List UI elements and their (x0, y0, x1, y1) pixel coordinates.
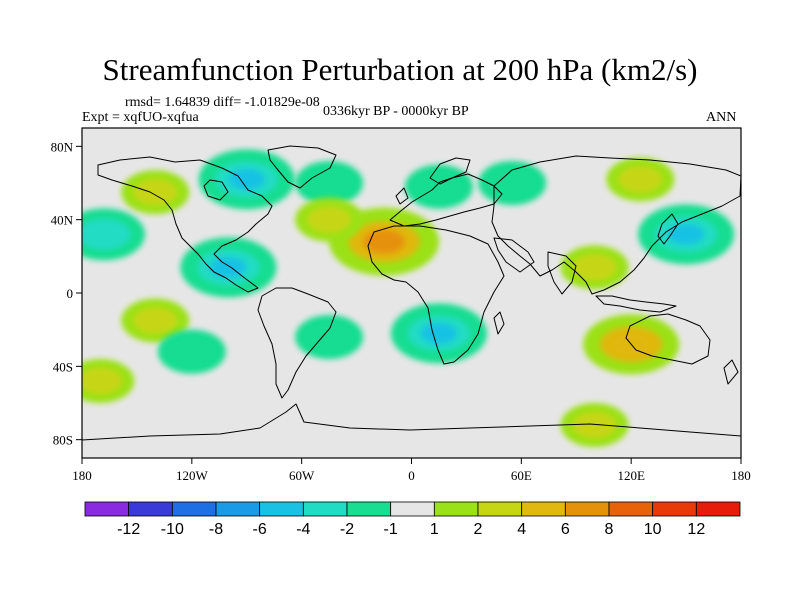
coastline-arabia (493, 237, 535, 273)
anomaly-core-18 (572, 411, 617, 439)
colorbar-label: 8 (605, 521, 614, 538)
colorbar-swatch (695, 501, 741, 517)
colorbar-swatch (128, 501, 173, 517)
colorbar-swatch (346, 501, 392, 517)
coastline-new-zealand (723, 359, 739, 385)
anomaly-core-10 (618, 166, 663, 193)
coastline-australia (625, 313, 711, 365)
stats-label: rmsd= 1.64839 diff= -1.01829e-08 (125, 95, 320, 110)
coastline-japan (657, 213, 679, 245)
anomaly-core-0 (133, 178, 178, 206)
lon-tick-label: 60W (289, 468, 315, 483)
colorbar-label: 4 (517, 521, 526, 538)
colorbar-label: -4 (296, 521, 310, 538)
colorbar-swatch (84, 501, 130, 517)
colorbar-label: 1 (430, 521, 439, 538)
coastline-hudson-bay (203, 179, 229, 201)
coastline-madagascar (493, 311, 505, 335)
colorbar-label: -6 (253, 521, 267, 538)
lon-tick-label: 0 (408, 468, 415, 483)
coastline-asia (491, 155, 741, 295)
anomaly-peak-4 (210, 256, 247, 278)
season-label: ANN (706, 110, 737, 125)
coastline-indonesia (595, 295, 677, 313)
anomaly-core-9 (572, 254, 617, 281)
colorbar-label: 12 (687, 521, 705, 538)
lat-tick-label: 40S (53, 359, 73, 374)
coastline-north-america (97, 156, 273, 293)
colorbar-swatch (259, 501, 304, 517)
lat-tick-label: 40N (51, 213, 74, 228)
colorbar-swatch (521, 501, 566, 517)
colorbar-swatch (564, 501, 610, 517)
anomaly-core-17 (82, 367, 123, 395)
coastline-africa (367, 225, 505, 365)
lat-tick-label: 80N (51, 139, 74, 154)
colorbar-label: -1 (384, 521, 398, 538)
colorbar-label: 10 (644, 521, 662, 538)
anomaly-core-13 (169, 338, 214, 365)
plot-title: Streamfunction Perturbation at 200 hPa (… (102, 52, 698, 87)
colorbar-swatch (171, 501, 217, 517)
colorbar-label: -10 (161, 521, 184, 538)
period-label: 0336kyr BP - 0000kyr BP (323, 104, 469, 119)
anomaly-peak-1 (228, 168, 265, 190)
anomaly-core-12 (133, 307, 178, 334)
lat-tick-label: 0 (67, 286, 74, 301)
experiment-label: Expt = xqfUO-xqfua (82, 110, 199, 125)
colorbar-label: 2 (474, 521, 483, 538)
colorbar-label: -8 (209, 521, 223, 538)
colorbar-swatch (477, 501, 523, 517)
coastline-india (547, 251, 577, 295)
anomaly-core-6 (307, 206, 352, 233)
anomaly-core-2 (307, 169, 352, 197)
lon-tick-label: 180 (72, 468, 92, 483)
colorbar-swatch (652, 501, 697, 517)
colorbar-swatch (302, 501, 348, 517)
coastline-british-isles (395, 187, 409, 205)
coastline-south-america (257, 287, 337, 399)
lon-tick-label: 120E (617, 468, 645, 483)
lon-tick-label: 60E (511, 468, 532, 483)
colorbar-label: -12 (117, 521, 140, 538)
anomaly-core-14 (307, 323, 352, 351)
anomaly-core-7 (416, 173, 462, 200)
lon-tick-label: 120W (176, 468, 209, 483)
colorbar-swatch (608, 501, 654, 517)
coastline-antarctica (82, 403, 741, 441)
colorbar-swatch (390, 501, 435, 517)
lon-tick-label: 180 (731, 468, 751, 483)
anomaly-peak-5 (363, 229, 405, 254)
coastline-greenland (267, 145, 337, 189)
lat-tick-label: 80S (53, 433, 73, 448)
colorbar-swatch (215, 501, 261, 517)
anomaly-peak-11 (667, 223, 705, 245)
colorbar-label: 6 (561, 521, 570, 538)
anomaly-core-8 (490, 169, 535, 197)
colorbar-label: -2 (340, 521, 354, 538)
colorbar-swatch (433, 501, 479, 517)
anomaly-peak-15 (420, 322, 458, 344)
coastline-scandinavia (429, 157, 471, 185)
anomaly-core-3 (82, 218, 131, 250)
